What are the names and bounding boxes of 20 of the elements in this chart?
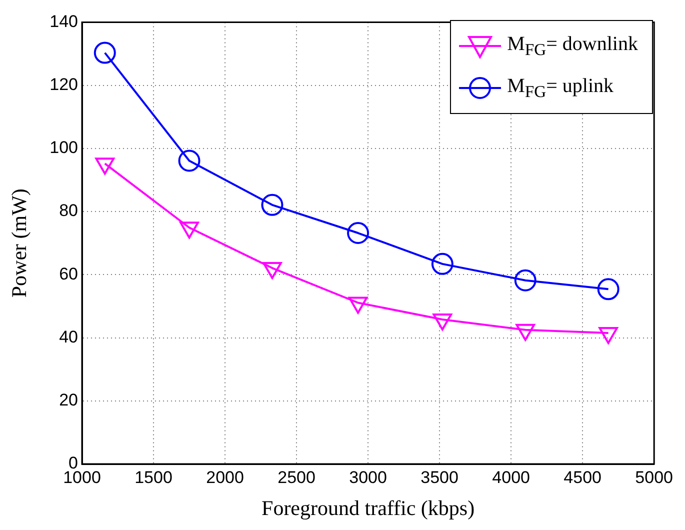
y-tick-label: 80 (59, 201, 78, 220)
x-tick-label: 4000 (492, 468, 530, 487)
x-tick-label: 1500 (134, 468, 172, 487)
legend-label: M$_{FG}$= downlink (507, 32, 638, 60)
x-tick-label: 5000 (635, 468, 674, 487)
legend-label: M$_{FG}$= uplink (507, 74, 614, 102)
y-tick-label: 140 (50, 12, 78, 31)
x-tick-label: 4500 (564, 468, 602, 487)
y-tick-label: 120 (50, 75, 78, 94)
y-tick-label: 100 (50, 138, 78, 158)
x-tick-label: 2500 (278, 468, 316, 487)
x-tick-label: 3500 (420, 468, 458, 487)
y-tick-label: 60 (59, 264, 78, 284)
x-tick-label: 3000 (349, 468, 387, 487)
y-axis-title: Power (mW) (7, 188, 32, 298)
x-tick-label: 1000 (63, 468, 101, 487)
y-tick-label: 40 (59, 327, 78, 346)
x-tick-label: 2000 (206, 468, 244, 487)
y-tick-label: 20 (59, 390, 78, 410)
x-axis-title: Foreground traffic (kbps) (262, 496, 475, 520)
